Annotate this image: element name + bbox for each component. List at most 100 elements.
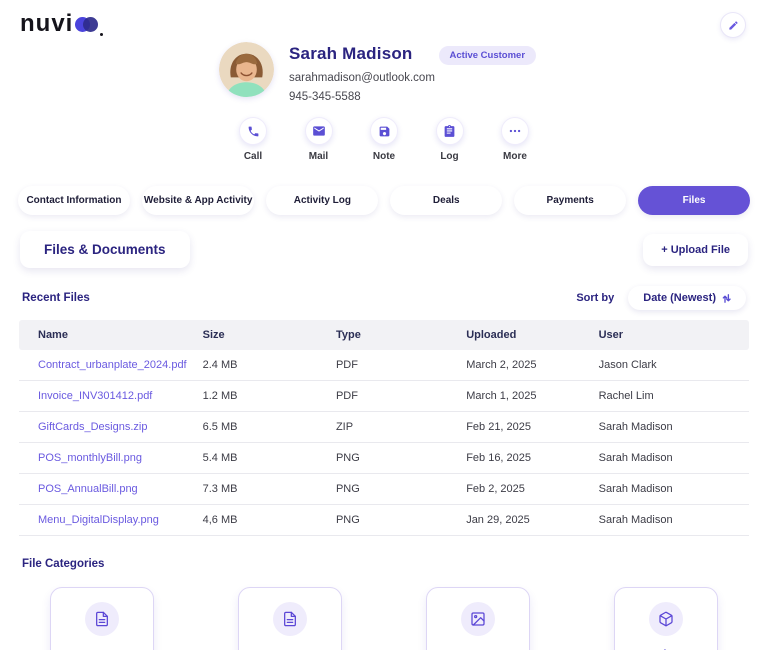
- sort-by-label: Sort by: [576, 292, 615, 304]
- brand-logo: nuvi: [20, 10, 104, 38]
- sort-arrows-icon: [722, 293, 731, 304]
- quick-actions: Call Mail Note Log More: [239, 117, 529, 162]
- file-user: Sarah Madison: [590, 473, 749, 505]
- mail-button[interactable]: Mail: [304, 117, 333, 162]
- call-label: Call: [243, 151, 263, 162]
- upload-file-button[interactable]: + Upload File: [643, 233, 748, 266]
- file-name-link[interactable]: GiftCards_Designs.zip: [19, 411, 195, 443]
- category-cards: Contracts 1 File Contracts 1 File Images…: [0, 587, 768, 650]
- file-user: Sarah Madison: [590, 442, 749, 474]
- table-row: Contract_urbanplate_2024.pdf 2.4 MB PDF …: [19, 350, 749, 381]
- file-size: 2.4 MB: [194, 350, 328, 381]
- brand-infinity-icon: [75, 16, 99, 32]
- status-badge: Active Customer: [438, 46, 537, 65]
- category-label: Contracts: [51, 647, 153, 650]
- column-header-name: Name: [19, 320, 195, 350]
- more-label: More: [503, 151, 527, 162]
- document-icon: [273, 602, 307, 636]
- file-uploaded: March 1, 2025: [458, 380, 591, 412]
- file-uploaded: Feb 16, 2025: [458, 442, 591, 474]
- recent-files-title: Recent Files: [22, 292, 90, 304]
- note-label: Note: [372, 151, 396, 162]
- edit-profile-button[interactable]: [720, 12, 746, 38]
- column-header-type: Type: [327, 320, 459, 350]
- category-card-other[interactable]: Other 1 File: [614, 587, 718, 650]
- tab-activity-log[interactable]: Activity Log: [266, 186, 379, 215]
- note-icon: [370, 117, 398, 145]
- page-title: Files & Documents: [20, 231, 190, 268]
- file-uploaded: Feb 21, 2025: [458, 411, 591, 443]
- file-user: Jason Clark: [590, 350, 749, 381]
- top-bar: nuvi: [0, 0, 768, 38]
- category-card-images[interactable]: Images 3 Files: [426, 587, 530, 650]
- file-name-link[interactable]: Invoice_INV301412.pdf: [19, 380, 195, 412]
- tab-files[interactable]: Files: [638, 186, 750, 215]
- tab-website-app-activity[interactable]: Website & App Activity: [141, 186, 255, 215]
- recent-files-header: Recent Files Sort by Date (Newest): [0, 286, 768, 310]
- file-type: ZIP: [327, 411, 459, 443]
- phone-icon: [239, 117, 267, 145]
- category-label: Images: [427, 647, 529, 650]
- contact-name: Sarah Madison: [289, 44, 413, 63]
- file-type: PDF: [327, 350, 459, 381]
- file-name-link[interactable]: POS_AnnualBill.png: [19, 473, 195, 505]
- mail-icon: [304, 117, 333, 145]
- file-uploaded: Jan 29, 2025: [458, 504, 591, 536]
- file-type: PNG: [327, 442, 459, 474]
- document-icon: [85, 602, 119, 636]
- table-row: Invoice_INV301412.pdf 1.2 MB PDF March 1…: [19, 380, 749, 412]
- pencil-icon: [728, 20, 739, 31]
- column-header-uploaded: Uploaded: [458, 320, 591, 350]
- file-name-link[interactable]: Contract_urbanplate_2024.pdf: [19, 350, 195, 381]
- tab-deals[interactable]: Deals: [390, 186, 503, 215]
- column-header-user: User: [590, 320, 749, 350]
- file-categories-title: File Categories: [22, 558, 105, 570]
- file-name-link[interactable]: POS_monthlyBill.png: [19, 442, 195, 474]
- file-size: 4,6 MB: [194, 504, 328, 536]
- file-user: Sarah Madison: [590, 411, 749, 443]
- file-type: PDF: [327, 380, 459, 412]
- file-user: Rachel Lim: [590, 380, 749, 412]
- tab-payments[interactable]: Payments: [514, 186, 627, 215]
- table-row: GiftCards_Designs.zip 6.5 MB ZIP Feb 21,…: [19, 411, 749, 443]
- category-card-contracts-2[interactable]: Contracts 1 File: [238, 587, 342, 650]
- category-label: Other: [615, 647, 717, 650]
- more-icon: [501, 117, 529, 145]
- file-type: PNG: [327, 504, 459, 536]
- contact-email: sarahmadison@outlook.com: [289, 72, 435, 84]
- file-size: 1.2 MB: [194, 380, 328, 412]
- call-button[interactable]: Call: [239, 117, 267, 162]
- contact-phone: 945-345-5588: [289, 91, 361, 103]
- category-card-contracts[interactable]: Contracts 1 File: [50, 587, 154, 650]
- sort-value: Date (Newest): [643, 292, 716, 304]
- avatar: [219, 42, 274, 97]
- recent-files-table: Name Size Type Uploaded User Contract_ur…: [19, 320, 749, 536]
- note-button[interactable]: Note: [370, 117, 398, 162]
- column-header-size: Size: [194, 320, 328, 350]
- log-label: Log: [440, 151, 459, 162]
- table-header-row: Name Size Type Uploaded User: [19, 320, 749, 350]
- file-user: Sarah Madison: [590, 504, 749, 536]
- tab-contact-information[interactable]: Contact Information: [18, 186, 130, 215]
- log-button[interactable]: Log: [435, 117, 464, 162]
- files-section-header: Files & Documents + Upload File: [0, 231, 768, 268]
- table-row: Menu_DigitalDisplay.png 4,6 MB PNG Jan 2…: [19, 504, 749, 536]
- more-button[interactable]: More: [501, 117, 529, 162]
- table-row: POS_monthlyBill.png 5.4 MB PNG Feb 16, 2…: [19, 442, 749, 474]
- brand-dot: [100, 33, 104, 36]
- category-label: Contracts: [239, 647, 341, 650]
- tab-bar: Contact Information Website & App Activi…: [0, 186, 768, 215]
- file-uploaded: March 2, 2025: [458, 350, 591, 381]
- sort-dropdown[interactable]: Date (Newest): [628, 286, 746, 310]
- file-size: 6.5 MB: [194, 411, 328, 443]
- mail-label: Mail: [308, 151, 329, 162]
- file-type: PNG: [327, 473, 459, 505]
- file-size: 7.3 MB: [194, 473, 328, 505]
- cube-icon: [649, 602, 683, 636]
- contact-profile: Sarah Madison Active Customer sarahmadis…: [219, 42, 549, 103]
- log-icon: [435, 117, 464, 145]
- image-icon: [461, 602, 495, 636]
- file-name-link[interactable]: Menu_DigitalDisplay.png: [19, 504, 195, 536]
- file-size: 5.4 MB: [194, 442, 328, 474]
- table-row: POS_AnnualBill.png 7.3 MB PNG Feb 2, 202…: [19, 473, 749, 505]
